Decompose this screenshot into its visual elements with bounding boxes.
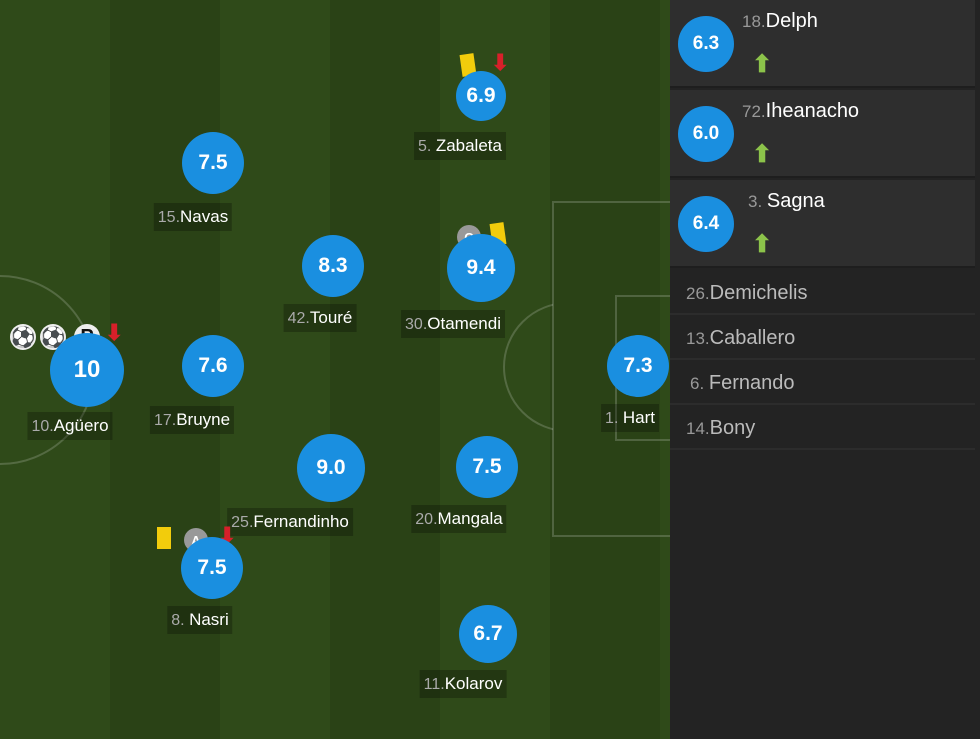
sub-label: 18.Delph: [742, 10, 818, 32]
penalty-box: [552, 201, 670, 537]
rating-circle: 9.4: [447, 234, 515, 302]
goal-ball-icon: ⚽: [40, 324, 66, 350]
player-label: 17.Bruyne: [149, 406, 235, 434]
player-label: 8. Nasri: [167, 606, 233, 634]
player-label: 15.Navas: [153, 203, 233, 231]
goal-ball-icon: ⚽: [10, 324, 36, 350]
rating-circle: 7.3: [607, 335, 669, 397]
rating-circle: 7.6: [182, 335, 244, 397]
yellow-card-icon: [157, 527, 171, 549]
player-label: 42.Touré: [283, 304, 357, 332]
sub-on-icon: ⬆: [752, 51, 773, 78]
rating-circle: 7.5: [182, 132, 244, 194]
sub-used-delph[interactable]: 6.3 18.Delph ⬆: [670, 0, 975, 88]
rating-circle: 7.5: [181, 537, 243, 599]
sub-on-icon: ⬆: [752, 231, 773, 258]
rating-circle: 9.0: [297, 434, 365, 502]
sub-unused-caballero[interactable]: 13.Caballero: [670, 315, 975, 360]
rating-circle: 10: [50, 333, 124, 407]
rating-circle: 7.5: [456, 436, 518, 498]
player-label: 30.Otamendi: [401, 310, 505, 338]
sub-label: 3. Sagna: [748, 190, 825, 212]
sub-used-iheanacho[interactable]: 6.0 72.Iheanacho ⬆: [670, 90, 975, 178]
sub-label: 72.Iheanacho: [742, 100, 860, 122]
sub-off-icon: ⬇: [105, 320, 124, 345]
player-label: 10.Agüero: [27, 412, 113, 440]
rating-circle: 8.3: [302, 235, 364, 297]
sub-used-sagna[interactable]: 6.4 3. Sagna ⬆: [670, 180, 975, 268]
rating-circle: 6.9: [456, 71, 506, 121]
player-label: 20.Mangala: [411, 505, 507, 533]
player-label: 25.Fernandinho: [227, 508, 353, 536]
sub-unused-bony[interactable]: 14.Bony: [670, 405, 975, 450]
player-label: 1. Hart: [601, 404, 659, 432]
pitch: ⚽ ⚽ P ⬇ 10 10.Agüero 7.6 17.Bruyne 7.5 1…: [0, 0, 670, 739]
substitutes-panel: 6.3 18.Delph ⬆ 6.0 72.Iheanacho ⬆ 6.4 3.…: [670, 0, 980, 739]
player-label: 5. Zabaleta: [414, 132, 506, 160]
sub-unused-demichelis[interactable]: 26.Demichelis: [670, 270, 975, 315]
player-label: 11.Kolarov: [419, 670, 507, 698]
sub-on-icon: ⬆: [752, 141, 773, 168]
rating-circle: 6.3: [678, 16, 734, 72]
rating-circle: 6.4: [678, 196, 734, 252]
sub-unused-fernando[interactable]: 6. Fernando: [670, 360, 975, 405]
sub-off-icon: ⬇: [491, 50, 510, 75]
rating-circle: 6.7: [459, 605, 517, 663]
rating-circle: 6.0: [678, 106, 734, 162]
